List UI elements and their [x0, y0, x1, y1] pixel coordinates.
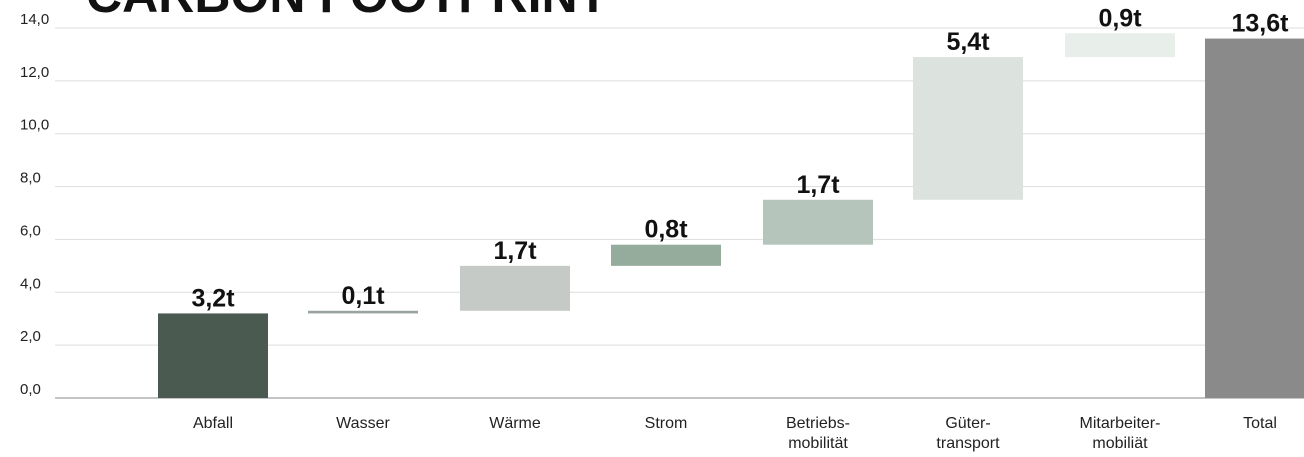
- x-tick-label-line: Güter-: [945, 415, 990, 432]
- y-tick-label: 14,0: [20, 11, 49, 28]
- total-bar: [1205, 38, 1304, 398]
- y-tick-label: 8,0: [20, 170, 41, 187]
- value-label: 1,7t: [493, 237, 537, 265]
- bar: [913, 57, 1023, 200]
- value-label: 1,7t: [796, 171, 840, 199]
- y-tick-label: 12,0: [20, 64, 49, 81]
- x-tick-label-line: transport: [936, 435, 1000, 452]
- x-tick-label: Wärme: [489, 415, 541, 432]
- x-tick-label: Wasser: [336, 415, 390, 432]
- x-tick-label: Mitarbeiter-mobiliät: [1080, 415, 1161, 452]
- x-tick-label-line: mobiliät: [1092, 435, 1148, 452]
- x-tick-label-line: Mitarbeiter-: [1080, 415, 1161, 432]
- value-label: 0,9t: [1098, 4, 1142, 32]
- y-tick-label: 4,0: [20, 275, 41, 292]
- y-tick-label: 2,0: [20, 328, 41, 345]
- x-tick-label: Abfall: [193, 415, 233, 432]
- chart-title: CARBON FOOTPRINT: [86, 0, 608, 23]
- x-tick-label-line: mobilität: [788, 435, 848, 452]
- y-tick-label: 10,0: [20, 117, 49, 134]
- x-tick-label-line: Betriebs-: [786, 415, 850, 432]
- value-label: 13,6t: [1232, 10, 1290, 38]
- x-tick-label: Betriebs-mobilität: [786, 415, 850, 452]
- bar: [460, 265, 570, 311]
- x-tick-label: Güter-transport: [936, 415, 1000, 452]
- y-tick-label: 6,0: [20, 222, 41, 239]
- value-label: 5,4t: [946, 28, 990, 56]
- x-tick-label: Total: [1243, 415, 1277, 432]
- value-label: 3,2t: [191, 284, 235, 312]
- bar: [1065, 33, 1175, 58]
- bar: [763, 199, 873, 245]
- value-label: 0,8t: [644, 216, 688, 244]
- y-tick-label: 0,0: [20, 381, 41, 398]
- value-label: 0,1t: [341, 282, 385, 310]
- bar: [308, 310, 418, 314]
- bar: [611, 244, 721, 266]
- x-tick-label: Strom: [645, 415, 688, 432]
- bar: [158, 313, 268, 398]
